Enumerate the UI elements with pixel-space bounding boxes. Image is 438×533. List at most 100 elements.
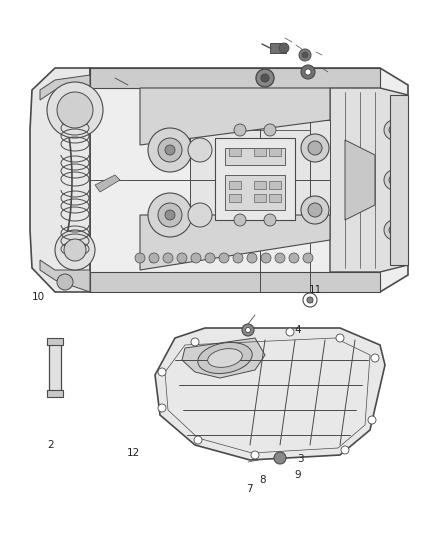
Circle shape [234,124,246,136]
Circle shape [158,404,166,412]
Circle shape [384,220,404,240]
Polygon shape [40,260,90,292]
Circle shape [303,253,313,263]
Circle shape [301,134,329,162]
Circle shape [188,138,212,162]
Circle shape [389,225,399,235]
Circle shape [177,253,187,263]
Circle shape [299,49,311,61]
Text: 3: 3 [297,455,304,464]
Circle shape [158,138,182,162]
Text: 7: 7 [246,484,253,494]
Circle shape [384,170,404,190]
Circle shape [302,52,308,58]
Circle shape [165,210,175,220]
Circle shape [341,446,349,454]
Ellipse shape [208,349,242,367]
Polygon shape [155,328,385,460]
Circle shape [275,253,285,263]
Circle shape [165,145,175,155]
Polygon shape [182,338,265,378]
Polygon shape [225,148,285,165]
Polygon shape [254,148,266,156]
Circle shape [55,230,95,270]
Polygon shape [270,43,286,53]
Text: 6: 6 [148,255,155,265]
Text: 5: 5 [207,358,214,367]
Circle shape [289,253,299,263]
Polygon shape [95,175,120,192]
Text: 12: 12 [127,448,140,458]
Polygon shape [90,68,380,88]
Circle shape [301,65,315,79]
Circle shape [389,125,399,135]
Circle shape [251,451,259,459]
Circle shape [47,82,103,138]
Circle shape [234,214,246,226]
Circle shape [246,327,251,333]
Circle shape [389,175,399,185]
Polygon shape [90,272,380,292]
Polygon shape [47,390,63,397]
Polygon shape [225,175,285,210]
Circle shape [191,253,201,263]
Circle shape [279,43,289,53]
Polygon shape [390,95,408,265]
Circle shape [135,253,145,263]
Circle shape [205,253,215,263]
Text: 10: 10 [32,293,45,302]
Circle shape [57,274,73,290]
Circle shape [242,324,254,336]
Text: 2: 2 [47,440,54,450]
Polygon shape [345,140,375,220]
Ellipse shape [198,343,252,374]
Circle shape [256,69,274,87]
Polygon shape [47,338,63,345]
Circle shape [308,141,322,155]
Circle shape [247,253,257,263]
Circle shape [149,253,159,263]
Circle shape [264,214,276,226]
Circle shape [188,203,212,227]
Circle shape [163,253,173,263]
Polygon shape [49,340,61,395]
Circle shape [384,120,404,140]
Circle shape [286,328,294,336]
Polygon shape [254,181,266,189]
Circle shape [57,92,93,128]
Polygon shape [215,138,295,220]
Text: 9: 9 [294,471,301,480]
Polygon shape [229,181,241,189]
Polygon shape [269,148,281,156]
Polygon shape [269,194,281,202]
Circle shape [158,368,166,376]
Circle shape [308,203,322,217]
Polygon shape [140,215,330,270]
Polygon shape [40,68,90,100]
Circle shape [64,239,86,261]
Circle shape [336,334,344,342]
Circle shape [219,253,229,263]
Polygon shape [90,68,408,292]
Polygon shape [140,88,330,145]
Polygon shape [190,120,330,215]
Circle shape [307,297,313,303]
Polygon shape [254,194,266,202]
Circle shape [261,253,271,263]
Polygon shape [229,148,241,156]
Circle shape [233,253,243,263]
Circle shape [368,416,376,424]
Polygon shape [229,194,241,202]
Circle shape [191,338,199,346]
Circle shape [194,436,202,444]
Circle shape [158,203,182,227]
Circle shape [301,196,329,224]
Circle shape [371,354,379,362]
Circle shape [148,128,192,172]
Circle shape [261,74,269,82]
Polygon shape [269,181,281,189]
Polygon shape [30,68,90,292]
Circle shape [305,69,311,75]
Circle shape [148,193,192,237]
Circle shape [264,124,276,136]
